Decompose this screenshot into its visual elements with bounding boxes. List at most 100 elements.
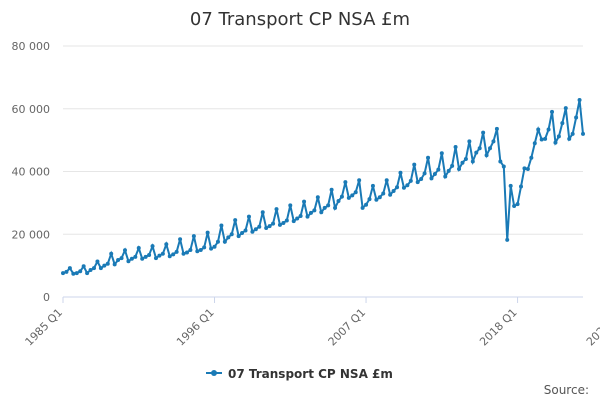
data-point bbox=[336, 198, 341, 203]
data-point bbox=[326, 203, 331, 208]
data-point bbox=[491, 139, 496, 144]
data-point bbox=[539, 137, 544, 142]
data-point bbox=[374, 197, 379, 202]
data-point bbox=[426, 155, 431, 160]
data-point bbox=[457, 166, 462, 171]
data-point bbox=[257, 224, 262, 229]
data-point bbox=[246, 214, 251, 219]
data-point bbox=[315, 195, 320, 200]
data-point bbox=[543, 136, 548, 141]
data-point bbox=[305, 214, 310, 219]
data-point bbox=[274, 207, 279, 212]
data-point bbox=[119, 256, 124, 261]
data-point bbox=[129, 256, 134, 261]
data-point bbox=[109, 251, 114, 256]
data-point bbox=[357, 178, 362, 183]
data-point bbox=[91, 266, 96, 271]
data-point bbox=[384, 178, 389, 183]
y-tick-label: 0 bbox=[43, 291, 50, 304]
y-tick-label: 40 000 bbox=[12, 166, 51, 179]
data-point bbox=[484, 153, 489, 158]
data-point bbox=[439, 151, 444, 156]
x-tick-label: 2018 Q1 bbox=[477, 306, 520, 349]
data-point bbox=[164, 242, 169, 247]
data-point bbox=[481, 130, 486, 135]
data-point bbox=[284, 218, 289, 223]
series-markers bbox=[61, 97, 585, 276]
data-point bbox=[470, 159, 475, 164]
data-point bbox=[419, 177, 424, 182]
data-point bbox=[160, 251, 165, 256]
data-point bbox=[295, 216, 300, 221]
gridlines bbox=[63, 45, 583, 235]
data-point bbox=[85, 271, 90, 276]
data-point bbox=[333, 205, 338, 210]
data-point bbox=[140, 256, 145, 261]
data-point bbox=[360, 205, 365, 210]
x-tick-label: 1985 Q1 bbox=[23, 306, 66, 349]
y-axis: 0 20 000 40 000 60 000 80 000 bbox=[12, 40, 51, 304]
data-point bbox=[322, 205, 327, 210]
data-point bbox=[64, 269, 69, 274]
data-point bbox=[501, 164, 506, 169]
data-point bbox=[532, 141, 537, 146]
data-point bbox=[191, 234, 196, 239]
data-point bbox=[174, 249, 179, 254]
data-point bbox=[260, 210, 265, 215]
data-point bbox=[443, 174, 448, 179]
data-point bbox=[446, 168, 451, 173]
data-point bbox=[105, 261, 110, 266]
data-point bbox=[157, 253, 162, 258]
x-axis: 1985 Q1 1996 Q1 2007 Q1 2018 Q1 2025 Q4 bbox=[23, 297, 600, 348]
data-point bbox=[116, 257, 121, 262]
data-point bbox=[198, 247, 203, 252]
data-point bbox=[529, 155, 534, 160]
data-point bbox=[460, 160, 465, 165]
data-point bbox=[377, 195, 382, 200]
legend-label: 07 Transport CP NSA £m bbox=[228, 367, 393, 381]
data-point bbox=[401, 185, 406, 190]
data-point bbox=[222, 239, 227, 244]
data-point bbox=[74, 271, 79, 276]
data-point bbox=[209, 246, 214, 251]
data-point bbox=[536, 127, 541, 132]
data-point bbox=[353, 190, 358, 195]
data-point bbox=[188, 247, 193, 252]
data-point bbox=[522, 166, 527, 171]
data-point bbox=[61, 271, 65, 276]
data-point bbox=[563, 106, 568, 111]
data-point bbox=[219, 223, 224, 228]
data-point bbox=[463, 156, 468, 161]
data-point bbox=[505, 237, 510, 242]
data-point bbox=[405, 183, 410, 188]
data-point bbox=[240, 231, 245, 235]
data-point bbox=[236, 234, 241, 239]
data-point bbox=[153, 256, 158, 261]
data-point bbox=[408, 178, 413, 183]
data-point bbox=[277, 222, 282, 227]
data-point bbox=[312, 208, 317, 213]
data-point bbox=[570, 131, 575, 136]
data-point bbox=[143, 254, 148, 259]
data-point bbox=[126, 259, 131, 264]
data-point bbox=[212, 244, 217, 249]
chart-title: 07 Transport CP NSA £m bbox=[190, 9, 410, 30]
data-point bbox=[167, 254, 172, 259]
data-point bbox=[181, 251, 186, 256]
data-point bbox=[202, 245, 207, 250]
data-point bbox=[367, 197, 372, 202]
data-point bbox=[195, 249, 200, 254]
data-point bbox=[95, 259, 100, 264]
data-point bbox=[388, 192, 393, 197]
data-point bbox=[250, 229, 255, 234]
data-point bbox=[88, 268, 93, 273]
data-point bbox=[178, 237, 183, 242]
y-tick-label: 80 000 bbox=[12, 40, 51, 53]
data-point bbox=[381, 191, 386, 196]
y-tick-label: 20 000 bbox=[12, 228, 51, 241]
data-point bbox=[122, 248, 127, 253]
data-point bbox=[391, 188, 396, 193]
legend[interactable]: 07 Transport CP NSA £m bbox=[206, 367, 393, 381]
data-point bbox=[339, 194, 344, 199]
data-point bbox=[560, 121, 565, 126]
